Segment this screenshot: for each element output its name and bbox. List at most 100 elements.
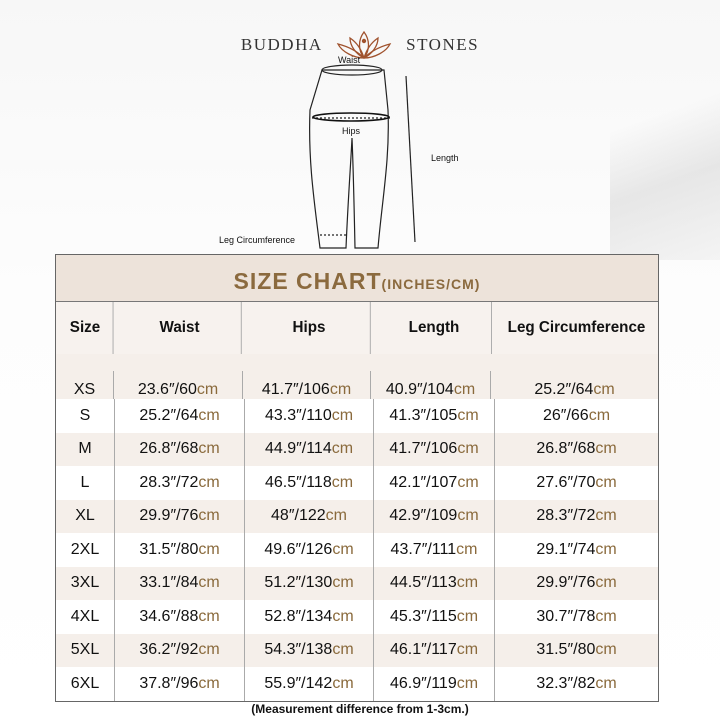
- measurement-cell: 46.9″/119 cm: [374, 667, 495, 701]
- table-row: M 26.8″/68 cm 44.9″/114 cm 41.7″/106 cm 26.8″/6…: [56, 432, 658, 466]
- hips-label: Hips: [342, 126, 361, 136]
- size-cell: M: [56, 432, 115, 466]
- measurement-value: 29.9″/76: [536, 574, 596, 592]
- unit-cm: cm: [198, 406, 220, 424]
- measurement-cell: 31.5″/80 cm: [115, 533, 245, 567]
- size-cell: XS: [56, 371, 114, 399]
- lotus-icon: [337, 30, 392, 60]
- measurement-cell: 32.3″/82 cm: [495, 667, 658, 701]
- measurement-value: 45.3″/115: [389, 607, 457, 625]
- table-row: XL 29.9″/76 cm 48″/122 cm 42.9″/109 cm 28.3″/72…: [56, 499, 658, 533]
- measurement-cell: 41.7″/106 cm: [374, 432, 495, 466]
- header-row: Size Waist Hips Length Leg Circumference: [56, 302, 658, 354]
- size-chart-title: SIZE CHART(INCHES/CM): [56, 255, 658, 302]
- unit-cm: cm: [198, 440, 220, 458]
- unit-cm: cm: [331, 473, 354, 491]
- length-label: Length: [431, 153, 459, 163]
- table-row: XS 23.6″/60 cm 41.7″/106 cm 40.9″/104 cm 25.2″/…: [56, 354, 658, 399]
- measurement-value: 42.1″/107: [389, 473, 458, 491]
- measurement-cell: 51.2″/130 cm: [245, 566, 374, 600]
- measurement-cell: 26″/66 cm: [495, 399, 658, 433]
- brand-logo: BUDDHA STONES: [0, 28, 720, 62]
- size-chart-table: SIZE CHART(INCHES/CM) Size Waist Hips Le…: [55, 254, 659, 702]
- measurement-cell: 54.3″/138 cm: [245, 633, 374, 667]
- measurement-cell: 48″/122 cm: [245, 499, 374, 533]
- measurement-cell: 31.5″/80 cm: [495, 634, 658, 668]
- measurement-cell: 26.8″/68 cm: [115, 432, 245, 466]
- unit-cm: cm: [198, 674, 220, 692]
- measurement-value: 46.5″/118: [264, 473, 332, 491]
- unit-cm: cm: [457, 507, 479, 525]
- unit-cm: cm: [457, 473, 479, 491]
- mountain-decoration: [610, 60, 720, 260]
- size-cell: S: [56, 399, 115, 433]
- measurement-cell: 29.1″/74 cm: [495, 533, 658, 567]
- measurement-cell: 46.1″/117 cm: [374, 633, 495, 667]
- measurement-value: 28.3″/72: [139, 473, 199, 491]
- unit-cm: cm: [198, 473, 220, 491]
- header-hips: Hips: [248, 302, 371, 354]
- measurement-value: 25.2″/64: [534, 381, 594, 398]
- table-row: 5XL 36.2″/92 cm 54.3″/138 cm 46.1″/117 cm 31.5″…: [56, 633, 658, 668]
- measurement-value: 36.2″/92: [139, 641, 199, 659]
- measurement-cell: 42.1″/107 cm: [374, 466, 495, 500]
- measurement-value: 44.9″/114: [264, 440, 332, 458]
- header-leg-circumference: Leg Circumference: [507, 319, 646, 336]
- unit-cm: cm: [331, 440, 354, 458]
- table-row: L 28.3″/72 cm 46.5″/118 cm 42.1″/107 cm 27.6″/7…: [56, 466, 658, 500]
- measurement-value: 44.5″/113: [389, 574, 457, 592]
- measurement-value: 25.2″/64: [139, 406, 199, 424]
- unit-cm: cm: [325, 507, 347, 525]
- measurement-note: (Measurement difference from 1-3cm.): [251, 702, 469, 716]
- measurement-value: 37.8″/96: [139, 674, 199, 692]
- measurement-value: 42.9″/109: [389, 507, 458, 525]
- header-length: Length: [377, 302, 492, 354]
- unit-cm: cm: [453, 381, 476, 398]
- header-size: Size: [57, 302, 114, 354]
- measurement-value: 26″/66: [542, 406, 589, 424]
- unit-cm: cm: [593, 381, 615, 398]
- measurement-cell: 43.3″/110 cm: [245, 399, 374, 433]
- unit-cm: cm: [332, 607, 354, 625]
- measurement-value: 31.5″/80: [536, 641, 596, 659]
- unit-cm: cm: [457, 440, 479, 458]
- unit-cm: cm: [456, 574, 479, 592]
- unit-cm: cm: [456, 674, 479, 692]
- measurement-value: 40.9″/104: [385, 381, 454, 398]
- table-row: S 25.2″/64 cm 43.3″/110 cm 41.3″/105 cm 26″/66 c…: [56, 399, 658, 433]
- size-cell: 4XL: [56, 600, 115, 634]
- measurement-value: 30.7″/78: [536, 607, 596, 625]
- measurement-cell: 55.9″/142 cm: [245, 667, 374, 701]
- size-cell: L: [56, 466, 115, 500]
- unit-note: (INCHES/CM): [381, 276, 481, 292]
- unit-cm: cm: [457, 406, 479, 424]
- measurement-cell: 40.9″/104 cm: [371, 371, 491, 399]
- measurement-cell: 30.7″/78 cm: [495, 600, 658, 634]
- measurement-cell: 34.6″/88 cm: [115, 600, 245, 634]
- measurement-value: 33.1″/84: [139, 574, 199, 592]
- measurement-value: 29.9″/76: [139, 507, 199, 525]
- size-cell: XL: [56, 499, 115, 533]
- measurement-cell: 52.8″/134 cm: [245, 600, 374, 634]
- header-waist: Waist: [118, 302, 242, 354]
- table-row: 6XL 37.8″/96 cm 55.9″/142 cm 46.9″/119 cm 32.3″…: [56, 667, 658, 701]
- table-body: XS 23.6″/60 cm 41.7″/106 cm 40.9″/104 cm 25.2″/…: [56, 354, 658, 701]
- unit-cm: cm: [595, 674, 617, 692]
- unit-cm: cm: [595, 440, 617, 458]
- measurement-value: 34.6″/88: [139, 607, 199, 625]
- size-cell: 5XL: [56, 633, 115, 667]
- unit-cm: cm: [198, 607, 220, 625]
- brand-right: STONES: [406, 35, 480, 54]
- measurement-cell: 36.2″/92 cm: [115, 633, 245, 667]
- brand-left: BUDDHA: [240, 35, 323, 54]
- table-row: 2XL 31.5″/80 cm 49.6″/126 cm 43.7″/111 cm 29.1″…: [56, 533, 658, 567]
- measurement-value: 55.9″/142: [264, 674, 333, 692]
- title-text: SIZE CHART: [233, 268, 382, 294]
- unit-cm: cm: [198, 574, 220, 592]
- size-cell: 2XL: [56, 533, 115, 567]
- measurement-cell: 37.8″/96 cm: [115, 667, 245, 701]
- measurement-cell: 43.7″/111 cm: [374, 533, 495, 567]
- measurement-value: 46.9″/119: [389, 674, 457, 692]
- unit-cm: cm: [198, 507, 220, 525]
- measurement-value: 49.6″/126: [264, 540, 333, 558]
